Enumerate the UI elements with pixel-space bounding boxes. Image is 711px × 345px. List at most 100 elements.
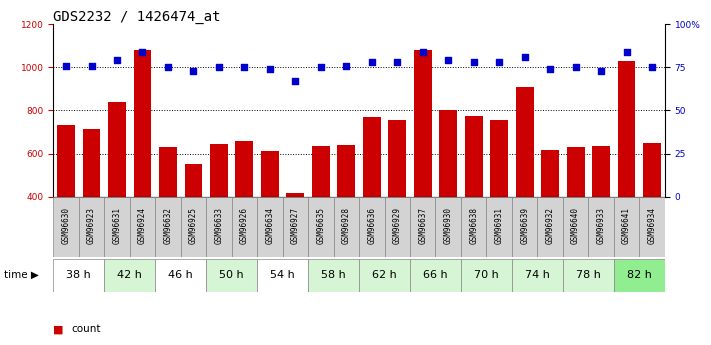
Point (188, 68, 199, 73)
Bar (563, 259, 614, 292)
Text: GSM96932: GSM96932 (545, 207, 555, 244)
Bar (410, 197, 435, 257)
Bar (486, 197, 512, 257)
Bar (82, 129, 100, 283)
Point (315, 65, 326, 70)
Bar (210, 144, 228, 283)
Bar (312, 146, 330, 283)
Bar (410, 259, 461, 292)
Point (545, 66, 556, 72)
Text: GSM96631: GSM96631 (112, 207, 122, 244)
Bar (639, 197, 665, 257)
Text: 70 h: 70 h (474, 270, 499, 280)
Point (112, 58, 123, 63)
Text: count: count (71, 325, 100, 334)
Text: 42 h: 42 h (117, 270, 142, 280)
Point (417, 49, 429, 55)
Bar (538, 197, 563, 257)
Bar (592, 146, 610, 283)
Bar (261, 151, 279, 283)
Text: GSM96635: GSM96635 (316, 207, 326, 244)
Bar (567, 147, 584, 283)
Point (570, 65, 582, 70)
Bar (257, 197, 283, 257)
Point (392, 59, 403, 65)
Bar (618, 61, 636, 283)
Bar (181, 197, 206, 257)
Text: 66 h: 66 h (423, 270, 448, 280)
Bar (363, 117, 380, 283)
Bar (287, 194, 304, 283)
Bar (491, 120, 508, 283)
Point (442, 58, 454, 63)
Bar (308, 197, 333, 257)
Text: GSM96641: GSM96641 (622, 207, 631, 244)
Bar (414, 50, 432, 283)
Bar (515, 87, 533, 283)
Point (60, 63, 72, 68)
Text: 62 h: 62 h (372, 270, 397, 280)
Bar (232, 197, 257, 257)
Bar (614, 259, 665, 292)
Text: GSM96638: GSM96638 (469, 207, 479, 244)
Bar (308, 259, 359, 292)
Point (239, 65, 250, 70)
Point (621, 49, 632, 55)
Text: GSM96928: GSM96928 (342, 207, 351, 244)
Text: GSM96632: GSM96632 (164, 207, 173, 244)
Point (468, 59, 479, 65)
Point (264, 66, 276, 72)
Point (86, 63, 97, 68)
Bar (159, 147, 177, 283)
Bar (134, 50, 151, 283)
Text: GSM96934: GSM96934 (648, 207, 656, 244)
Bar (614, 197, 639, 257)
Text: GSM96930: GSM96930 (444, 207, 453, 244)
Bar (465, 116, 483, 283)
Point (213, 65, 225, 70)
Text: GSM96630: GSM96630 (62, 207, 70, 244)
Bar (359, 197, 385, 257)
Bar (435, 197, 461, 257)
Text: 50 h: 50 h (220, 270, 244, 280)
Bar (338, 145, 356, 283)
Text: GSM96634: GSM96634 (265, 207, 274, 244)
Bar (155, 197, 181, 257)
Bar (283, 197, 308, 257)
Point (162, 65, 173, 70)
Bar (461, 259, 512, 292)
Bar (388, 120, 406, 283)
Point (366, 59, 378, 65)
Text: GDS2232 / 1426474_at: GDS2232 / 1426474_at (53, 10, 221, 24)
Bar (235, 141, 253, 283)
Point (493, 59, 505, 65)
Text: GSM96633: GSM96633 (215, 207, 223, 244)
Bar (105, 197, 129, 257)
Bar (155, 259, 206, 292)
Text: GSM96931: GSM96931 (495, 207, 503, 244)
Bar (257, 259, 308, 292)
Bar (385, 197, 410, 257)
Point (137, 49, 148, 55)
Bar (643, 143, 661, 283)
Bar (512, 259, 563, 292)
Bar (512, 197, 538, 257)
Text: 58 h: 58 h (321, 270, 346, 280)
Text: 78 h: 78 h (576, 270, 601, 280)
Text: GSM96924: GSM96924 (138, 207, 147, 244)
Bar (108, 102, 126, 283)
Point (646, 65, 658, 70)
Bar (206, 197, 232, 257)
Text: GSM96926: GSM96926 (240, 207, 249, 244)
Bar (461, 197, 486, 257)
Bar (589, 197, 614, 257)
Point (341, 63, 352, 68)
Text: GSM96923: GSM96923 (87, 207, 96, 244)
Text: GSM96933: GSM96933 (597, 207, 606, 244)
Text: 38 h: 38 h (66, 270, 91, 280)
Text: time ▶: time ▶ (4, 270, 38, 280)
Bar (105, 259, 155, 292)
Text: GSM96636: GSM96636 (368, 207, 376, 244)
Bar (79, 197, 105, 257)
Text: 46 h: 46 h (169, 270, 193, 280)
